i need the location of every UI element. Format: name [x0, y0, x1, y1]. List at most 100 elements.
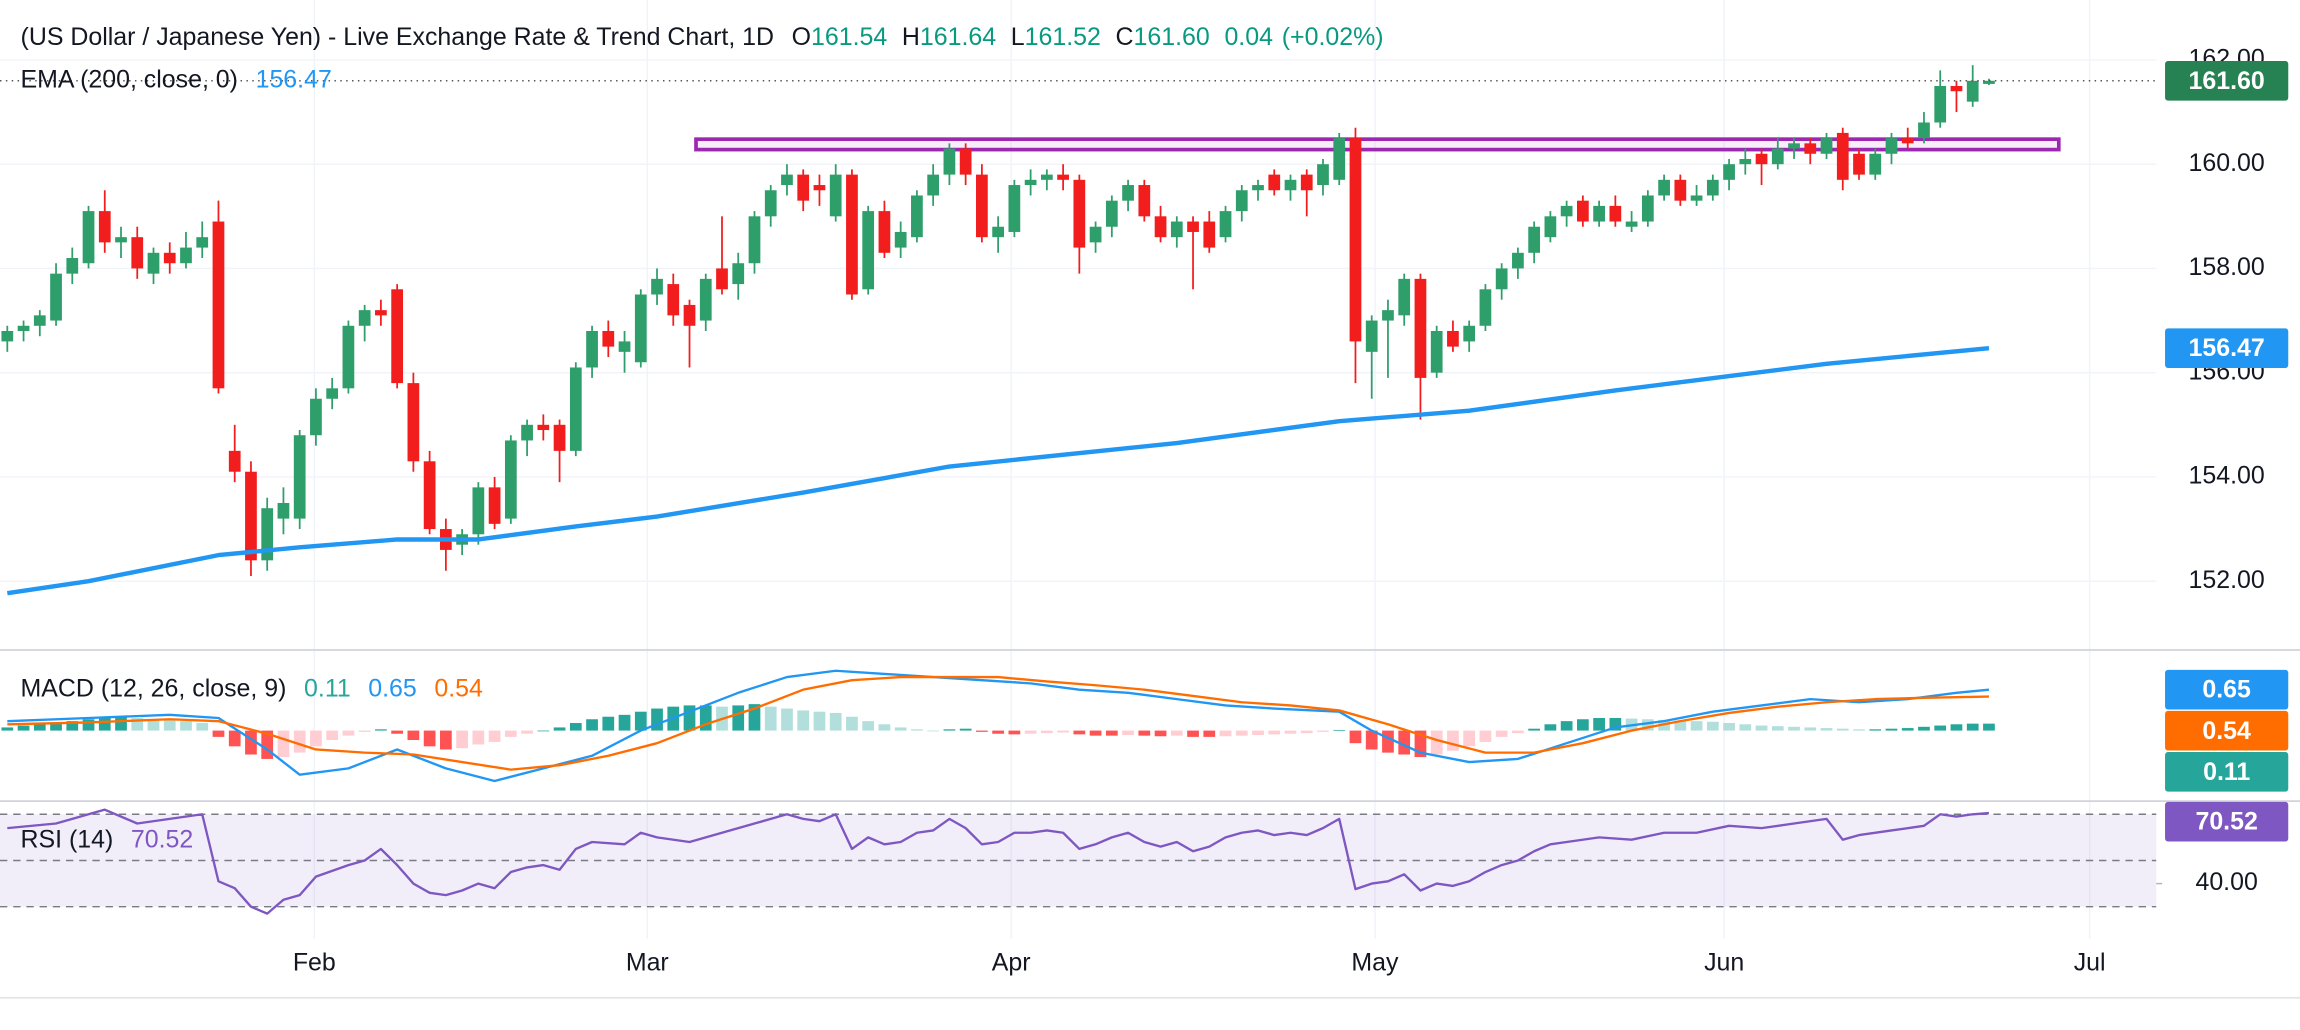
- macd-histogram-bar: [1983, 723, 1995, 731]
- header-legend: (US Dollar / Japanese Yen) - Live Exchan…: [21, 23, 1384, 51]
- candle-body: [1512, 252, 1524, 269]
- macd-histogram-bar: [1414, 730, 1427, 758]
- macd-histogram-bar: [228, 730, 241, 747]
- candle-body: [407, 383, 420, 462]
- macd-histogram-bar: [1382, 730, 1394, 753]
- macd-histogram-bar: [1690, 721, 1703, 731]
- macd-histogram-bar: [423, 730, 436, 747]
- candle-body: [50, 273, 62, 321]
- candle-body: [813, 185, 826, 191]
- macd-histogram-bar: [521, 730, 533, 734]
- macd-histogram-bar: [1040, 730, 1053, 734]
- macd-histogram-bar: [358, 730, 371, 732]
- macd-histogram-bar: [310, 730, 322, 747]
- macd-histogram-bar: [569, 723, 582, 731]
- ohlc-name: O: [792, 23, 811, 51]
- macd-histogram-bar: [1479, 730, 1492, 742]
- candle-body: [1788, 143, 1800, 149]
- macd-histogram-bar: [862, 721, 875, 731]
- change-percent: (+0.02%): [1282, 23, 1384, 51]
- candle-body: [1414, 278, 1427, 378]
- histogram-value: 0.11: [304, 674, 351, 702]
- ema-value: 156.47: [256, 65, 332, 93]
- candle-body: [342, 325, 355, 389]
- macd-histogram-bar: [1300, 730, 1313, 734]
- rsi-title: RSI (14): [21, 825, 114, 853]
- candle-body: [1577, 200, 1589, 222]
- candle-body: [1560, 205, 1573, 217]
- candle-body: [1674, 179, 1687, 201]
- candle-body: [1008, 185, 1021, 232]
- macd-histogram-bar: [17, 725, 30, 731]
- candle-body: [423, 461, 436, 530]
- x-tick-label: Feb: [293, 949, 336, 977]
- macd-histogram-bar: [1820, 728, 1833, 731]
- macd-histogram-bar: [1641, 719, 1654, 731]
- candle-body: [1495, 268, 1508, 290]
- candle-body: [131, 237, 144, 269]
- macd-histogram-bar: [50, 723, 62, 731]
- macd-histogram-bar: [537, 730, 550, 732]
- candle-body: [375, 310, 387, 316]
- macd-histogram-bar: [1203, 730, 1216, 737]
- signal-box-label: 0.54: [2202, 717, 2251, 745]
- candle-body: [1089, 226, 1102, 243]
- ohlc-name: L: [1011, 23, 1025, 51]
- macd-histogram-bar: [602, 716, 615, 731]
- candle-body: [1658, 179, 1670, 196]
- ema-legend: EMA (200, close, 0) 156.47: [21, 65, 332, 93]
- candle-body: [1544, 216, 1557, 238]
- candle-body: [943, 148, 956, 175]
- macd-histogram-bar: [618, 714, 631, 731]
- candle-body: [1690, 195, 1703, 201]
- y-tick-label: 158.00: [2189, 253, 2265, 281]
- candle-body: [1755, 153, 1768, 165]
- candle-body: [245, 471, 257, 561]
- candle-body: [781, 174, 793, 186]
- macd-histogram-bar: [894, 727, 907, 731]
- macd-histogram-bar: [1154, 730, 1167, 737]
- macd-histogram-bar: [781, 708, 793, 731]
- candle-body: [716, 268, 728, 290]
- macd-histogram-bar: [1089, 730, 1102, 736]
- macd-histogram-bar: [115, 716, 127, 731]
- macd-histogram-bar: [326, 730, 339, 741]
- macd-histogram-bar: [391, 730, 404, 734]
- candle-body: [1398, 278, 1411, 316]
- macd-histogram-bar: [1788, 726, 1800, 731]
- candle-body: [911, 195, 923, 238]
- macd-histogram-bar: [1674, 720, 1687, 731]
- ohlc-value: 161.64: [920, 23, 996, 51]
- candle-body: [846, 174, 858, 295]
- candle-body: [1430, 330, 1443, 373]
- ema-price-box-label: 156.47: [2189, 334, 2265, 362]
- macd-histogram-bar: [504, 730, 517, 737]
- candle-body: [472, 487, 485, 535]
- macd-histogram-bar: [1463, 730, 1476, 747]
- macd-legend: MACD (12, 26, close, 9) 0.11 0.65 0.54: [21, 674, 484, 702]
- macd-histogram-bar: [277, 730, 290, 758]
- macd-histogram-bar: [1008, 730, 1021, 735]
- ohlc-value: 161.52: [1025, 23, 1101, 51]
- candle-body: [17, 325, 30, 331]
- candle-body: [1122, 185, 1134, 201]
- y-tick-label: 160.00: [2189, 149, 2265, 177]
- candle-body: [569, 367, 582, 451]
- rsi-legend: RSI (14) 70.52: [21, 825, 194, 853]
- macd-histogram-bar: [634, 711, 647, 731]
- candle-body: [1706, 179, 1719, 196]
- macd-histogram-bar: [1365, 730, 1378, 750]
- x-tick-label: Jul: [2074, 949, 2106, 977]
- macd-histogram-bar: [1057, 730, 1069, 733]
- candle-body: [163, 252, 176, 264]
- macd-histogram-bar: [1950, 724, 1963, 731]
- candle-body: [1252, 185, 1264, 191]
- candle-body: [1463, 325, 1476, 342]
- macd-histogram-bar: [651, 708, 663, 731]
- candle-body: [1349, 138, 1362, 342]
- macd-histogram-bar: [699, 705, 712, 731]
- x-tick-label: Mar: [626, 949, 669, 977]
- macd-histogram-bar: [1544, 724, 1557, 731]
- macd-histogram-bar: [1593, 717, 1605, 731]
